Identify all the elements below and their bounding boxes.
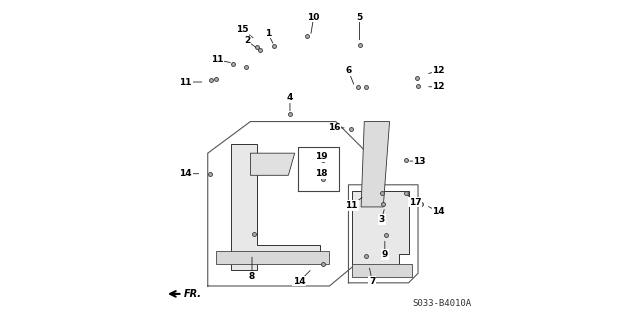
Text: 11: 11 <box>346 201 358 210</box>
Text: 15: 15 <box>236 25 249 34</box>
Polygon shape <box>351 264 412 277</box>
Text: 19: 19 <box>316 152 328 161</box>
Text: 12: 12 <box>433 82 445 91</box>
Text: 13: 13 <box>413 157 426 166</box>
Text: 10: 10 <box>307 13 320 22</box>
Text: FR.: FR. <box>184 289 202 299</box>
Text: S033-B4010A: S033-B4010A <box>413 299 472 308</box>
Text: 18: 18 <box>316 169 328 178</box>
Text: 14: 14 <box>179 169 192 178</box>
Text: 5: 5 <box>356 13 363 22</box>
Text: 8: 8 <box>249 272 255 281</box>
Text: 14: 14 <box>293 277 306 286</box>
Text: 16: 16 <box>328 123 340 132</box>
Text: 12: 12 <box>433 66 445 76</box>
Text: 9: 9 <box>381 250 388 259</box>
Text: 3: 3 <box>378 215 385 224</box>
Text: 14: 14 <box>432 207 445 216</box>
Text: 17: 17 <box>408 198 421 207</box>
Polygon shape <box>232 144 320 270</box>
Text: 11: 11 <box>179 78 192 86</box>
Text: 11: 11 <box>211 56 223 64</box>
Polygon shape <box>361 122 390 207</box>
Text: 2: 2 <box>244 36 250 45</box>
Text: 7: 7 <box>369 277 376 286</box>
Text: 1: 1 <box>265 28 271 38</box>
Polygon shape <box>216 251 330 264</box>
Polygon shape <box>351 191 408 267</box>
Text: 6: 6 <box>346 66 351 76</box>
Text: 4: 4 <box>287 93 293 102</box>
Polygon shape <box>250 153 294 175</box>
